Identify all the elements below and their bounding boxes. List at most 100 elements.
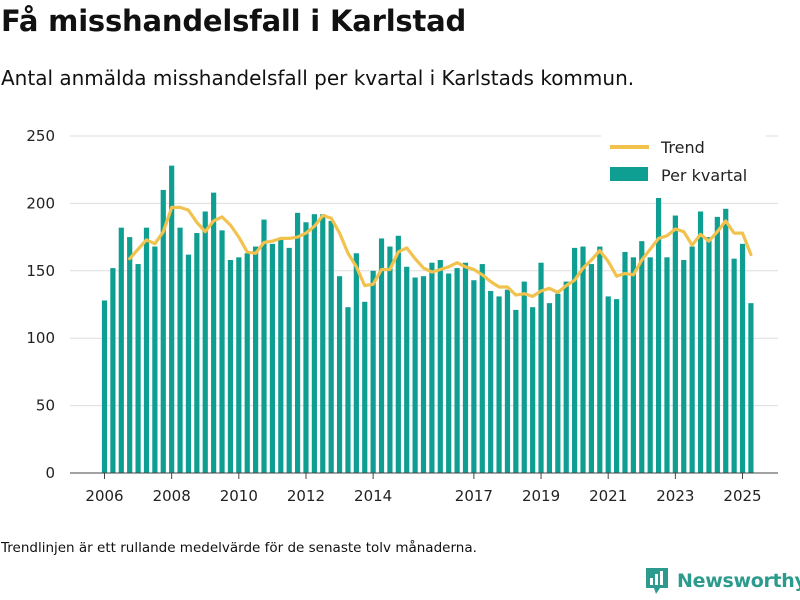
y-tick-label: 150 <box>26 262 55 280</box>
bar <box>362 301 368 473</box>
bar <box>404 266 410 473</box>
bar <box>370 270 376 473</box>
bar <box>244 253 250 473</box>
legend: Trend Per kvartal <box>601 130 766 190</box>
bar <box>303 222 309 473</box>
x-tick-label: 2021 <box>589 487 627 505</box>
bar <box>420 276 427 473</box>
bar <box>227 260 234 473</box>
bar <box>261 219 267 473</box>
x-axis-ticks: 2006 2008 2010 2012 2014 2017 2019 2021 2023 2025 <box>85 473 762 505</box>
bar <box>622 251 628 473</box>
bar <box>118 227 124 473</box>
trend-line <box>128 205 753 298</box>
bar <box>513 309 519 473</box>
bar <box>630 257 636 473</box>
x-tick-label: 2017 <box>455 487 493 505</box>
bar <box>572 247 578 473</box>
y-axis-ticks: 0 50 100 150 200 250 <box>26 127 55 482</box>
y-tick-label: 100 <box>26 329 55 347</box>
bar <box>538 262 544 473</box>
bar <box>639 241 645 473</box>
bar <box>555 293 561 473</box>
bar <box>345 307 351 473</box>
bar <box>521 281 527 473</box>
footnote: Trendlinjen är ett rullande medelvärde f… <box>1 540 477 556</box>
x-tick-label: 2025 <box>723 487 761 505</box>
bar <box>454 268 460 473</box>
bar <box>504 289 511 473</box>
chart-subtitle: Antal anmälda misshandelsfall per kvarta… <box>1 66 635 90</box>
bar <box>169 165 175 473</box>
bar <box>731 258 737 473</box>
bar <box>143 227 150 473</box>
bar <box>664 257 670 473</box>
bar <box>177 227 183 473</box>
bar <box>588 264 595 473</box>
bars-per-kvartal <box>101 165 754 474</box>
bar <box>437 260 443 473</box>
newsworthy-logo-text: Newsworthy <box>677 570 800 592</box>
y-tick-label: 250 <box>26 127 55 145</box>
bar <box>336 276 343 473</box>
bar <box>269 243 275 473</box>
bar <box>580 246 586 473</box>
bar <box>378 238 385 473</box>
bar <box>152 246 158 473</box>
bar <box>185 254 192 473</box>
bar <box>739 243 746 473</box>
bar <box>479 264 485 473</box>
bar <box>655 198 662 473</box>
bar <box>135 264 141 473</box>
x-tick-label: 2019 <box>522 487 560 505</box>
bar <box>311 214 317 473</box>
bar <box>471 280 477 473</box>
newsworthy-logo[interactable]: Newsworthy <box>644 566 800 596</box>
x-tick-label: 2010 <box>220 487 258 505</box>
bar <box>160 189 166 474</box>
bar-chart: 0 50 100 150 200 250 2006 2008 2010 2012 2014 2017… <box>26 127 778 505</box>
bar <box>706 237 712 473</box>
bar <box>202 211 208 473</box>
x-tick-label: 2014 <box>354 487 392 505</box>
legend-bars-swatch <box>610 167 648 181</box>
x-tick-label: 2006 <box>85 487 123 505</box>
bar <box>462 262 469 473</box>
bar <box>127 237 133 473</box>
bar <box>236 257 242 473</box>
bar <box>613 299 620 473</box>
bar <box>211 192 217 473</box>
bar <box>387 246 393 473</box>
bar <box>681 260 687 473</box>
bar <box>446 273 452 473</box>
bar <box>278 239 284 473</box>
x-tick-label: 2008 <box>153 487 191 505</box>
bar <box>219 230 225 473</box>
bar <box>110 268 116 473</box>
bar <box>328 220 334 473</box>
bar <box>689 246 695 473</box>
bar <box>714 216 720 473</box>
bar <box>488 291 494 473</box>
bar <box>647 257 653 473</box>
bar <box>723 208 729 474</box>
y-tick-label: 200 <box>26 194 55 212</box>
legend-trend-label: Trend <box>660 138 705 157</box>
y-tick-label: 0 <box>45 464 55 482</box>
bar <box>286 247 292 473</box>
bar <box>496 296 502 473</box>
bar <box>412 277 418 473</box>
newsworthy-logo-icon <box>646 568 668 594</box>
x-tick-label: 2012 <box>287 487 325 505</box>
bar <box>563 281 569 473</box>
bar <box>194 233 200 473</box>
bar <box>294 212 301 473</box>
bar <box>101 300 108 473</box>
y-tick-label: 50 <box>36 397 55 415</box>
bar <box>605 296 611 473</box>
x-tick-label: 2023 <box>656 487 694 505</box>
bar <box>672 215 678 474</box>
bar <box>697 211 704 473</box>
bar <box>597 246 603 473</box>
bar <box>320 214 326 473</box>
